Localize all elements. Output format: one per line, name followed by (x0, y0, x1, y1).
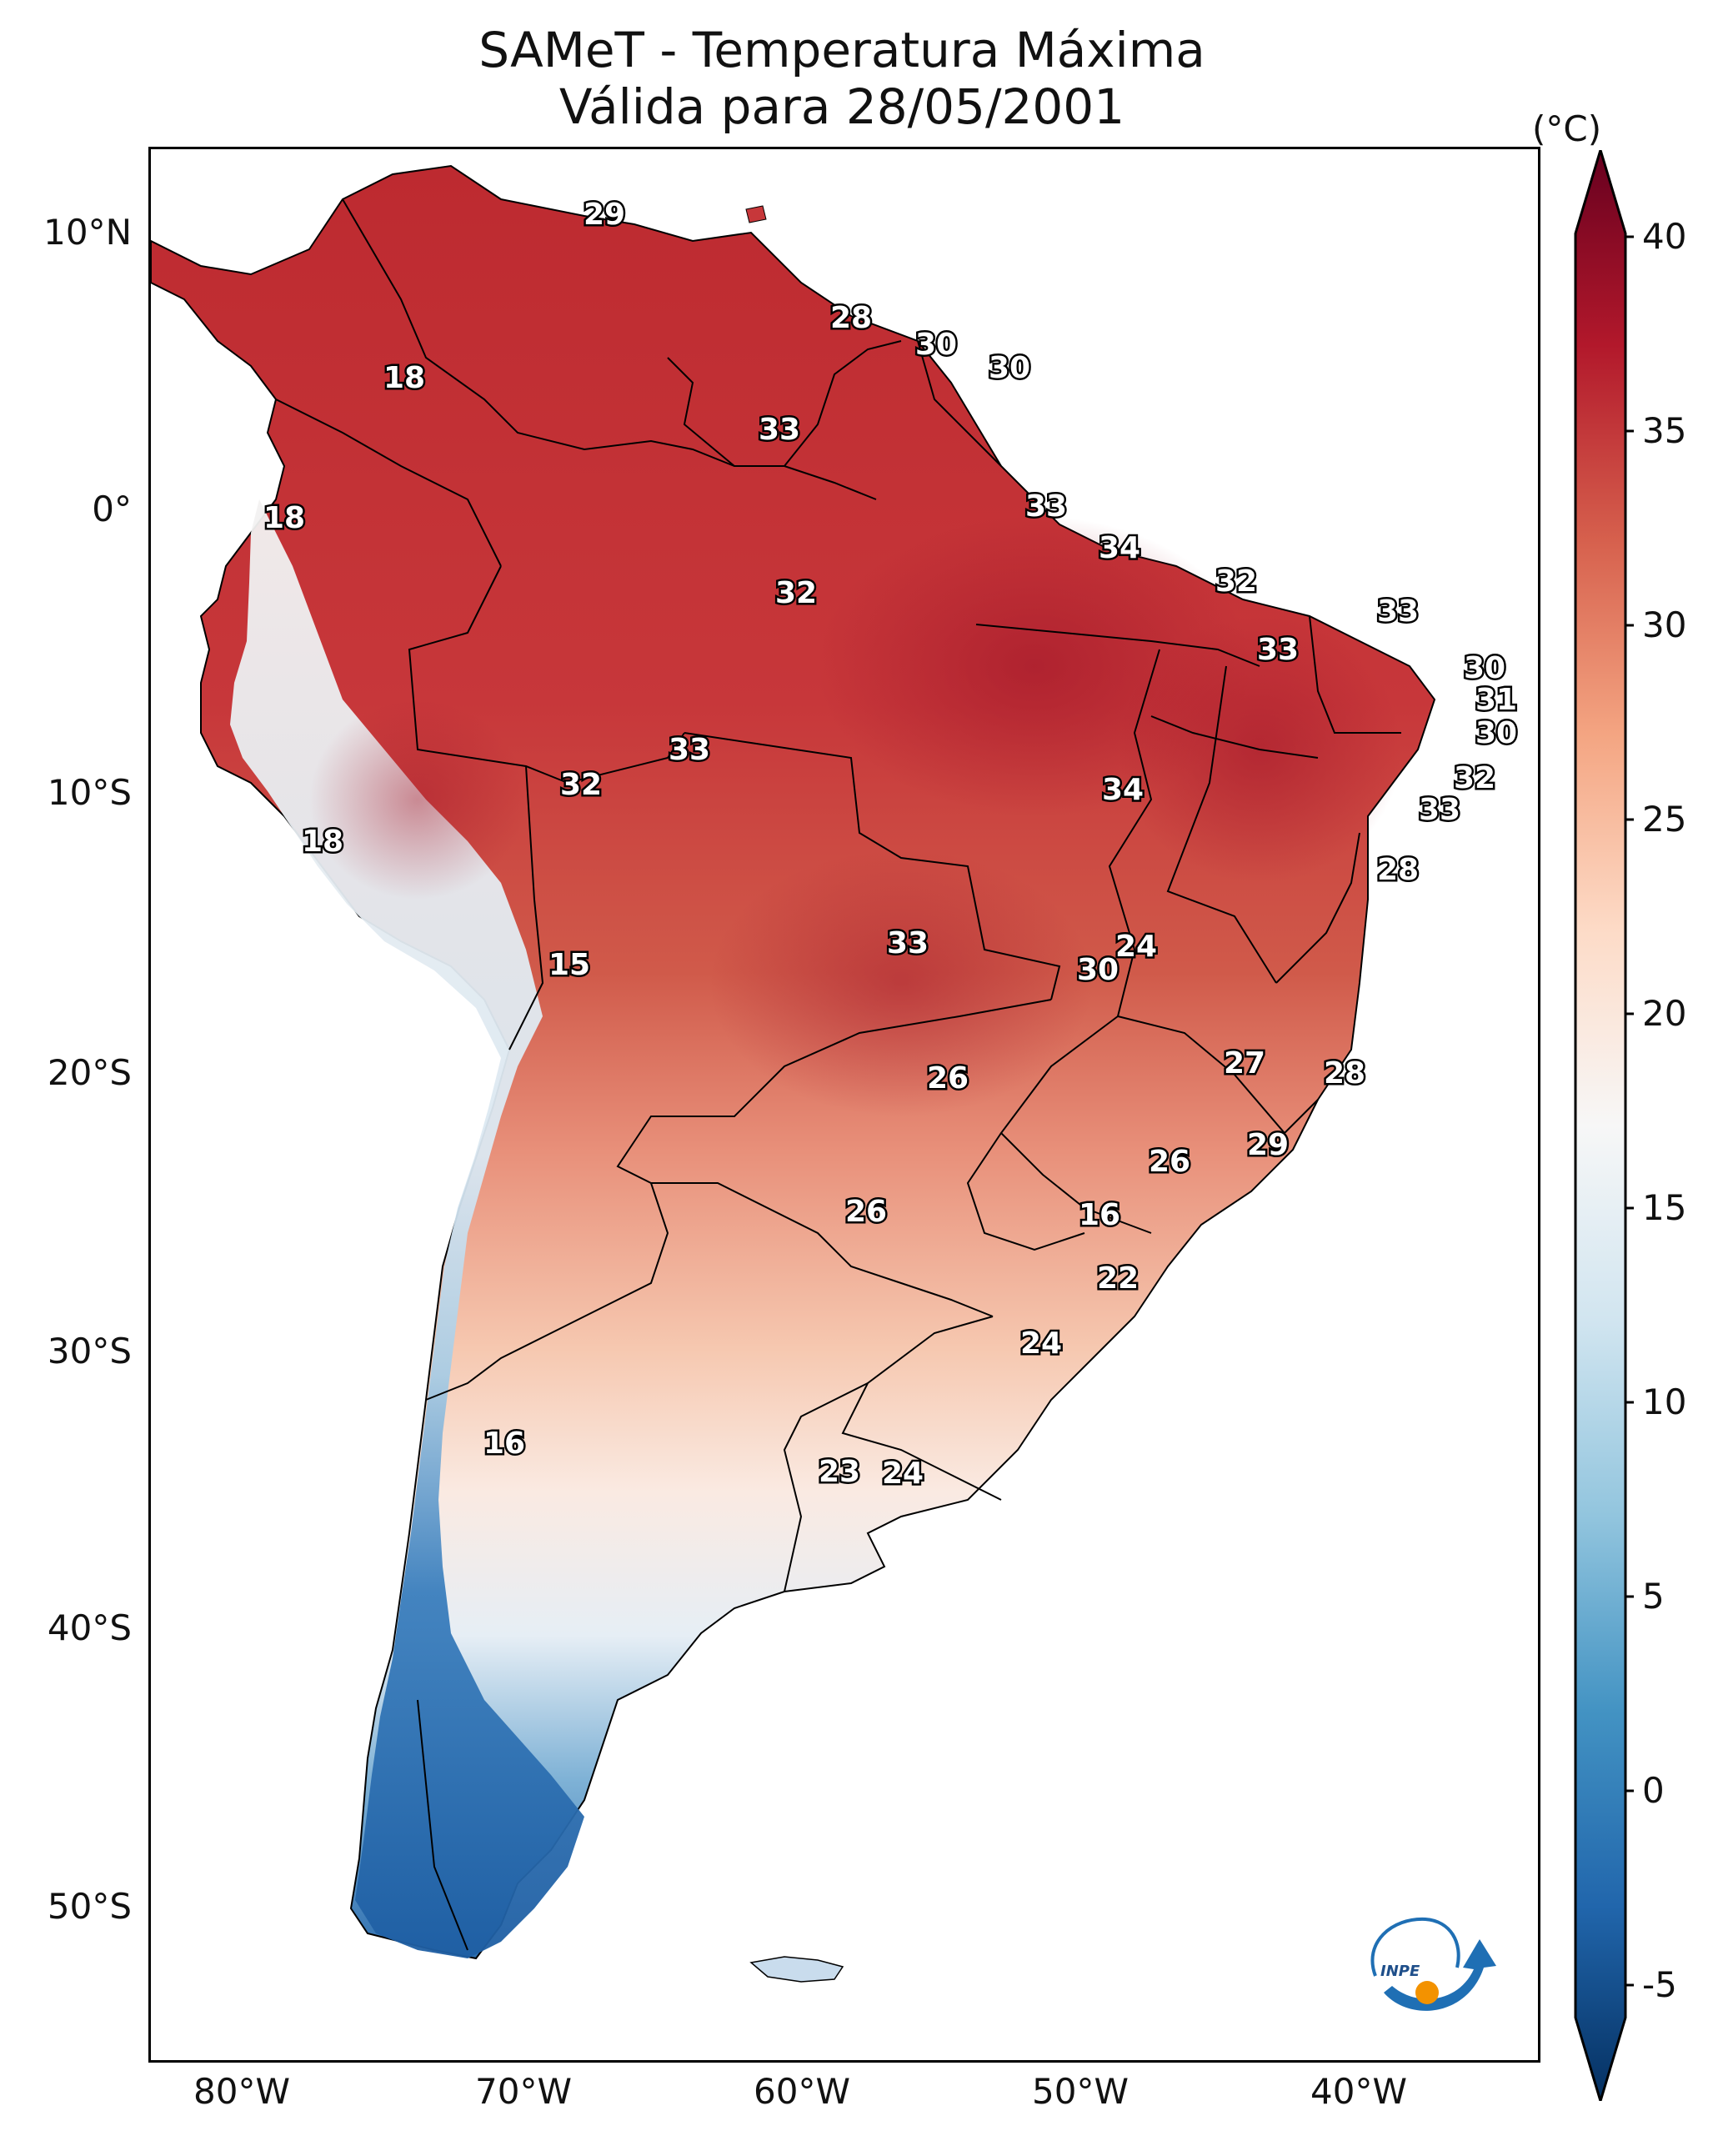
caribbean-island (745, 205, 767, 223)
lon-label-80w: 80°W (193, 2071, 290, 2112)
hot-region-central (709, 850, 1093, 1116)
temperature-label: 32 (775, 576, 817, 610)
colorbar-bar (1574, 150, 1627, 2101)
map-panel: 29 18 28 30 30 33 18 33 34 32 32 33 33 3… (148, 147, 1540, 2063)
colorbar-tick-label: -5 (1642, 1964, 1677, 2005)
temperature-label: 30 (1464, 651, 1505, 685)
lat-label-20s: 20°S (47, 1052, 132, 1093)
map-title: SAMeT - Temperatura Máxima (478, 22, 1205, 78)
lat-label-40s: 40°S (47, 1607, 132, 1648)
colorbar-ticks (1625, 235, 1634, 1987)
temperature-label: 24 (1020, 1326, 1062, 1361)
lat-label-10n: 10°N (43, 212, 132, 253)
hot-region-peru (309, 699, 526, 900)
temperature-labels: 29 18 28 30 30 33 18 33 34 32 32 33 33 3… (261, 196, 1519, 1493)
country-borders (275, 198, 1401, 1951)
temperature-label: 28 (1324, 1056, 1365, 1091)
logo-sun (1415, 1981, 1439, 2004)
temperature-label: 33 (1377, 594, 1419, 629)
temperature-label: 33 (1419, 793, 1460, 827)
lon-label-40w: 40°W (1310, 2071, 1407, 2112)
colorbar-tick-label: 30 (1642, 604, 1687, 645)
logo-text: INPE (1380, 1963, 1420, 1980)
temperature-label: 30 (915, 328, 957, 362)
colorbar-tick-label: 0 (1642, 1770, 1665, 1811)
temperature-map: 29 18 28 30 30 33 18 33 34 32 32 33 33 3… (151, 164, 1520, 1983)
temperature-label: 18 (263, 501, 305, 535)
temperature-label: 33 (669, 733, 710, 767)
temperature-label: 27 (1224, 1046, 1265, 1081)
andes-cold-band (230, 499, 584, 1958)
lon-label-60w: 60°W (754, 2071, 850, 2112)
lat-label-0: 0° (92, 489, 132, 529)
temperature-label: 33 (887, 926, 929, 960)
colorbar (1574, 150, 1634, 2101)
temperature-label: 18 (302, 825, 343, 859)
colorbar-tick-label: 5 (1642, 1576, 1665, 1617)
colorbar-tick-label: 35 (1642, 410, 1687, 451)
temperature-label: 30 (1475, 716, 1517, 750)
lon-label-70w: 70°W (475, 2071, 572, 2112)
colorbar-tick-label: 15 (1642, 1187, 1687, 1228)
temperature-label: 30 (989, 351, 1030, 385)
temperature-label: 23 (819, 1455, 860, 1489)
temperature-label: 26 (845, 1195, 887, 1229)
lat-label-30s: 30°S (47, 1331, 132, 1371)
temperature-label: 29 (1247, 1128, 1289, 1162)
temperature-label: 31 (1475, 683, 1517, 717)
temperature-label: 16 (1079, 1198, 1120, 1232)
logo-swoosh (1384, 1939, 1496, 2011)
inpe-logo: INPE (1370, 1917, 1496, 2011)
temperature-label: 15 (548, 948, 590, 982)
colorbar-tick-label: 25 (1642, 799, 1687, 840)
temperature-label: 18 (383, 361, 425, 395)
temperature-label: 29 (584, 198, 625, 232)
temperature-label: 33 (759, 413, 800, 447)
logo-arc (1370, 1917, 1460, 1977)
temperature-label: 30 (1077, 953, 1119, 987)
temperature-label: 28 (1377, 853, 1419, 887)
temperature-label: 26 (1149, 1145, 1190, 1179)
lat-label-10s: 10°S (47, 772, 132, 813)
temperature-label: 24 (1115, 930, 1157, 964)
temperature-label: 22 (1097, 1261, 1139, 1296)
colorbar-tick-label: 20 (1642, 993, 1687, 1034)
temperature-label: 34 (1102, 773, 1144, 807)
temperature-label: 33 (1025, 489, 1067, 524)
temperature-label: 33 (1257, 633, 1299, 667)
temperature-label: 24 (882, 1457, 924, 1491)
colorbar-unit: (°C) (1532, 108, 1602, 149)
temperature-label: 16 (483, 1426, 525, 1461)
falkland-islands (749, 1956, 844, 1983)
temperature-label: 32 (560, 768, 602, 802)
temperature-label: 32 (1215, 564, 1257, 599)
lon-label-50w: 50°W (1032, 2071, 1129, 2112)
temperature-label: 34 (1099, 531, 1140, 565)
temperature-label: 32 (1454, 761, 1495, 795)
temperature-label: 26 (927, 1061, 969, 1096)
colorbar-tick-label: 10 (1642, 1381, 1687, 1422)
map-subtitle: Válida para 28/05/2001 (558, 78, 1125, 135)
lat-label-50s: 50°S (47, 1886, 132, 1927)
colorbar-tick-label: 40 (1642, 216, 1687, 257)
temperature-label: 28 (830, 301, 872, 335)
